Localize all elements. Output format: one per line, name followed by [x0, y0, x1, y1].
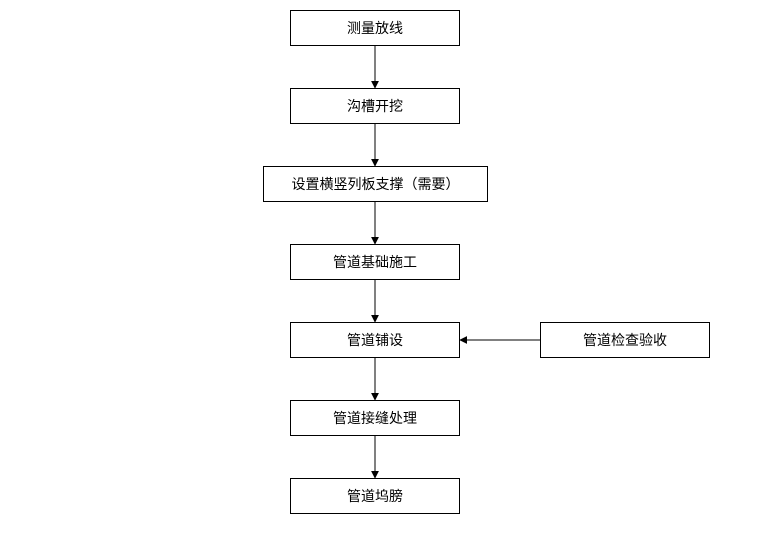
flowchart-node-n4: 管道基础施工: [290, 244, 460, 280]
flowchart-node-n7: 管道坞膀: [290, 478, 460, 514]
flowchart-node-n5: 管道铺设: [290, 322, 460, 358]
flowchart-node-label: 沟槽开挖: [347, 96, 403, 116]
flowchart-node-label: 设置横竖列板支撑（需要）: [292, 174, 460, 194]
flowchart-node-label: 管道接缝处理: [333, 408, 417, 428]
flowchart-node-label: 测量放线: [347, 18, 403, 38]
flowchart-node-label: 管道坞膀: [347, 486, 403, 506]
flowchart-node-label: 管道检查验收: [583, 330, 667, 350]
flowchart-node-n8: 管道检查验收: [540, 322, 710, 358]
flowchart-node-n2: 沟槽开挖: [290, 88, 460, 124]
flowchart-node-label: 管道基础施工: [333, 252, 417, 272]
flowchart-node-n3: 设置横竖列板支撑（需要）: [263, 166, 488, 202]
flowchart-node-n1: 测量放线: [290, 10, 460, 46]
flowchart-canvas: 测量放线沟槽开挖设置横竖列板支撑（需要） 管道基础施工管道铺设管道接缝处理管道坞膀…: [0, 0, 760, 555]
flowchart-node-n6: 管道接缝处理: [290, 400, 460, 436]
flowchart-node-label: 管道铺设: [347, 330, 403, 350]
